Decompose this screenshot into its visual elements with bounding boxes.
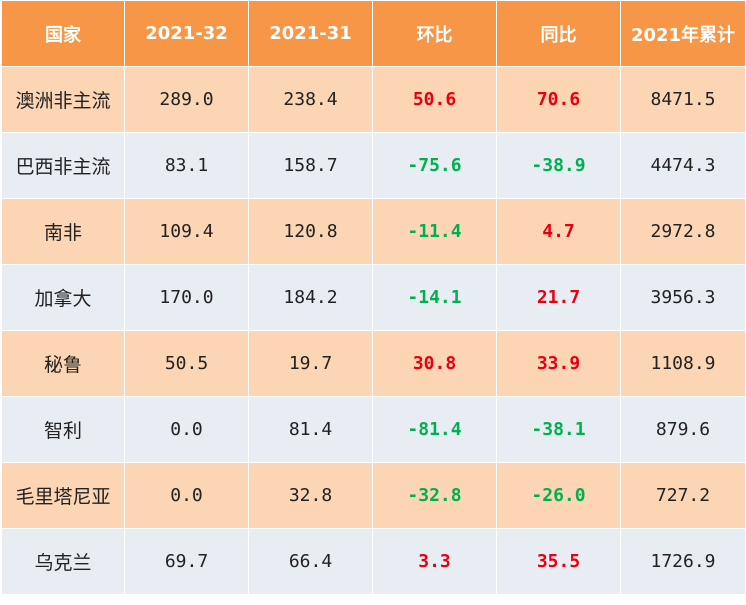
header-yoy: 同比 (496, 0, 621, 67)
wow-cell: -32.8 (372, 462, 497, 529)
week-31-cell: 32.8 (248, 462, 373, 529)
table-header: 国家 2021-32 2021-31 环比 同比 2021年累计 (1, 0, 746, 67)
week-31-cell: 120.8 (248, 198, 373, 265)
country-cell: 智利 (1, 396, 125, 463)
ytd-cell: 1726.9 (620, 528, 746, 595)
week-31-cell: 158.7 (248, 132, 373, 199)
week-32-cell: 0.0 (124, 396, 249, 463)
wow-cell: -81.4 (372, 396, 497, 463)
yoy-cell: -38.9 (496, 132, 621, 199)
country-cell: 毛里塔尼亚 (1, 462, 125, 529)
wow-cell: -75.6 (372, 132, 497, 199)
country-cell: 澳洲非主流 (1, 66, 125, 133)
table-row: 南非 109.4 120.8 -11.4 4.7 2972.8 (1, 198, 746, 265)
yoy-cell: 70.6 (496, 66, 621, 133)
ytd-cell: 727.2 (620, 462, 746, 529)
table-row: 秘鲁 50.5 19.7 30.8 33.9 1108.9 (1, 330, 746, 397)
table-row: 加拿大 170.0 184.2 -14.1 21.7 3956.3 (1, 264, 746, 331)
table-row: 智利 0.0 81.4 -81.4 -38.1 879.6 (1, 396, 746, 463)
wow-cell: -14.1 (372, 264, 497, 331)
week-32-cell: 0.0 (124, 462, 249, 529)
table-body: 澳洲非主流 289.0 238.4 50.6 70.6 8471.5 巴西非主流… (1, 66, 746, 595)
ytd-cell: 4474.3 (620, 132, 746, 199)
ytd-cell: 2972.8 (620, 198, 746, 265)
week-31-cell: 81.4 (248, 396, 373, 463)
yoy-cell: -38.1 (496, 396, 621, 463)
week-31-cell: 184.2 (248, 264, 373, 331)
yoy-cell: 33.9 (496, 330, 621, 397)
yoy-cell: 21.7 (496, 264, 621, 331)
header-ytd: 2021年累计 (620, 0, 746, 67)
country-cell: 秘鲁 (1, 330, 125, 397)
country-cell: 巴西非主流 (1, 132, 125, 199)
week-32-cell: 83.1 (124, 132, 249, 199)
week-32-cell: 170.0 (124, 264, 249, 331)
header-row: 国家 2021-32 2021-31 环比 同比 2021年累计 (1, 0, 746, 67)
header-week-31: 2021-31 (248, 0, 373, 67)
country-cell: 加拿大 (1, 264, 125, 331)
ytd-cell: 3956.3 (620, 264, 746, 331)
country-cell: 乌克兰 (1, 528, 125, 595)
yoy-cell: 4.7 (496, 198, 621, 265)
week-32-cell: 109.4 (124, 198, 249, 265)
header-week-32: 2021-32 (124, 0, 249, 67)
header-wow: 环比 (372, 0, 497, 67)
ytd-cell: 8471.5 (620, 66, 746, 133)
yoy-cell: 35.5 (496, 528, 621, 595)
header-country: 国家 (1, 0, 125, 67)
table-row: 巴西非主流 83.1 158.7 -75.6 -38.9 4474.3 (1, 132, 746, 199)
table-row: 澳洲非主流 289.0 238.4 50.6 70.6 8471.5 (1, 66, 746, 133)
table-row: 乌克兰 69.7 66.4 3.3 35.5 1726.9 (1, 528, 746, 595)
wow-cell: -11.4 (372, 198, 497, 265)
wow-cell: 50.6 (372, 66, 497, 133)
week-31-cell: 66.4 (248, 528, 373, 595)
week-32-cell: 50.5 (124, 330, 249, 397)
wow-cell: 3.3 (372, 528, 497, 595)
ytd-cell: 1108.9 (620, 330, 746, 397)
wow-cell: 30.8 (372, 330, 497, 397)
week-32-cell: 69.7 (124, 528, 249, 595)
week-32-cell: 289.0 (124, 66, 249, 133)
week-31-cell: 19.7 (248, 330, 373, 397)
country-cell: 南非 (1, 198, 125, 265)
table-row: 毛里塔尼亚 0.0 32.8 -32.8 -26.0 727.2 (1, 462, 746, 529)
week-31-cell: 238.4 (248, 66, 373, 133)
ytd-cell: 879.6 (620, 396, 746, 463)
yoy-cell: -26.0 (496, 462, 621, 529)
